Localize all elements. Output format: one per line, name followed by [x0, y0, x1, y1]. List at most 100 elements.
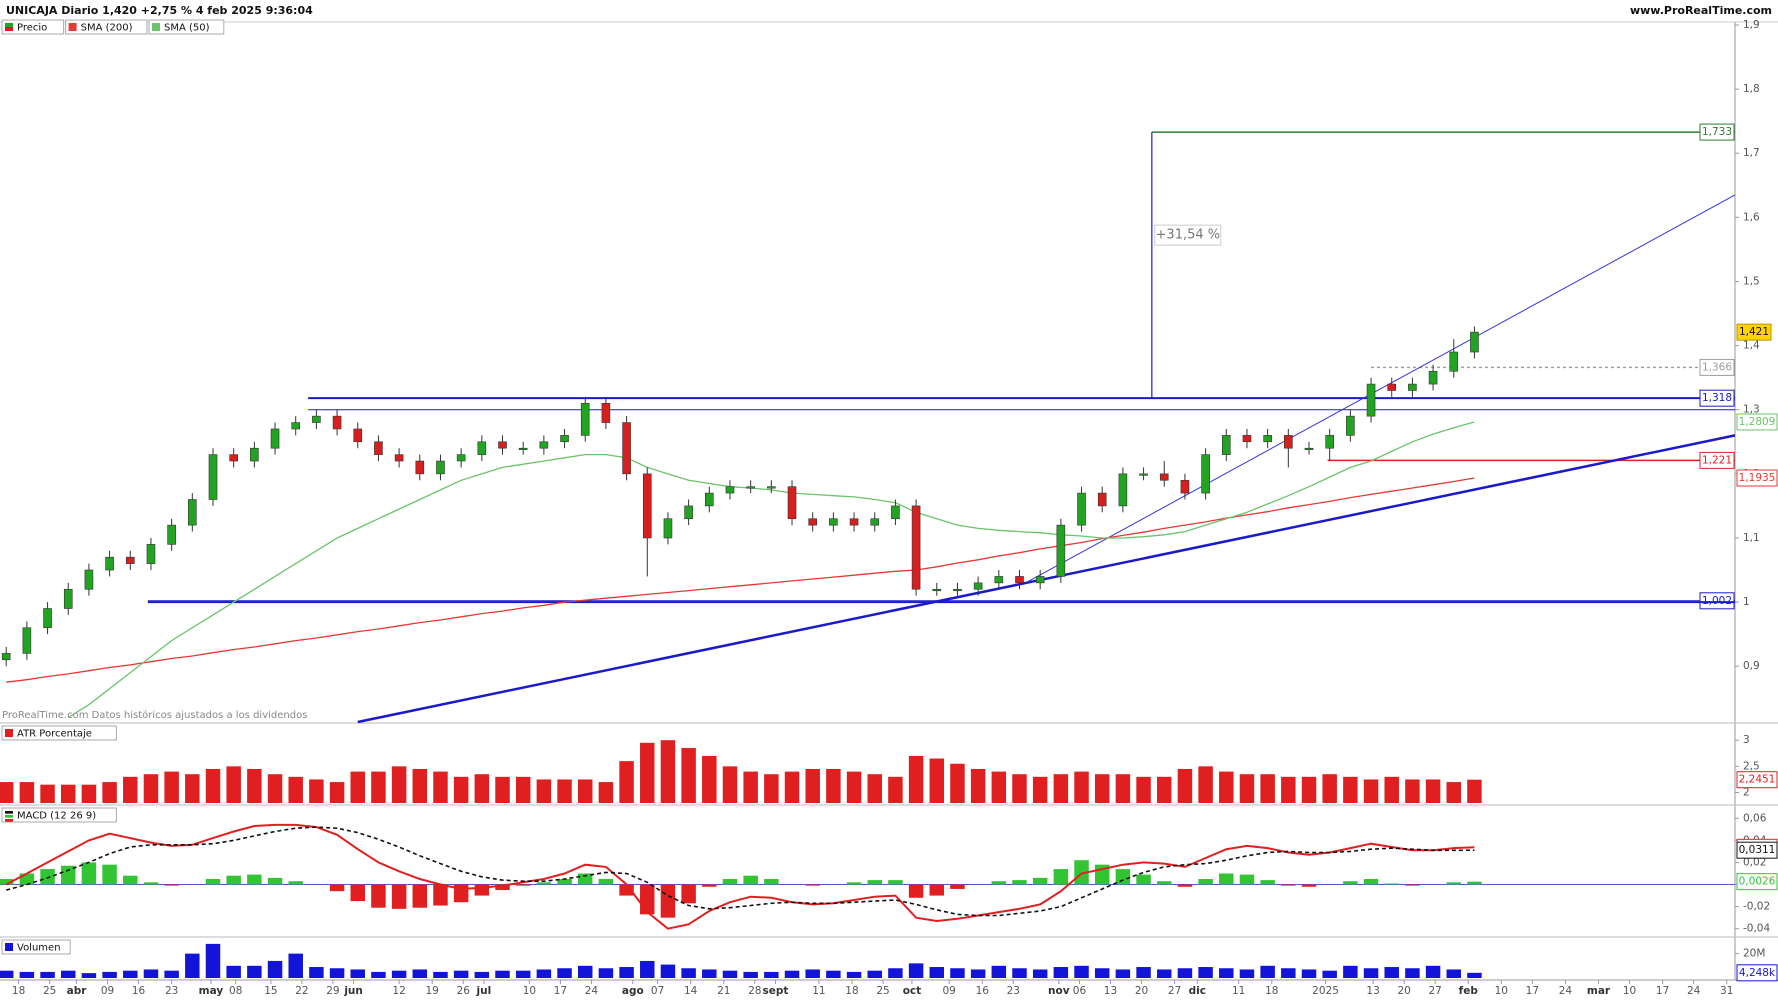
candle-body [1077, 492, 1086, 526]
legend-swatch [5, 943, 13, 951]
bar [205, 768, 221, 803]
x-tick-label: 26 [457, 985, 471, 997]
bar [722, 970, 738, 978]
candle-body [1325, 435, 1334, 449]
bar [1322, 970, 1337, 978]
trendline [357, 434, 1736, 724]
x-tick-label: 17 [1656, 985, 1669, 997]
bar [495, 776, 510, 803]
candle-body [1035, 576, 1045, 584]
histogram-bar [1260, 880, 1275, 885]
histogram-bar [557, 879, 572, 885]
bar [536, 779, 552, 803]
candle-body [601, 403, 611, 423]
bar [1363, 968, 1379, 978]
bar [743, 971, 758, 978]
histogram-bar [1012, 880, 1027, 885]
bar [929, 758, 945, 803]
legend-swatch [5, 815, 13, 818]
bar [164, 771, 179, 803]
bar [805, 969, 820, 978]
bar [681, 748, 696, 803]
bar [577, 965, 593, 978]
level-label-box [1699, 451, 1735, 469]
legend-box [65, 19, 148, 35]
bar [19, 782, 35, 803]
bar [1260, 774, 1275, 803]
candle-body [43, 608, 52, 629]
histogram-bar [1301, 884, 1317, 887]
histogram-bar [433, 884, 448, 906]
x-tick-label: may [199, 985, 224, 997]
bar [1446, 969, 1461, 978]
legend-label: Volumen [17, 943, 61, 954]
histogram-bar [681, 884, 696, 904]
bar [784, 970, 800, 978]
candle-body [353, 428, 363, 443]
histogram-bar [722, 879, 738, 885]
candle-body [1097, 492, 1107, 507]
x-tick-label: 17 [554, 985, 567, 997]
y-tick-label: 1,3 [1743, 404, 1760, 416]
legend-label: ATR Porcentaje [17, 729, 92, 740]
histogram-bar [1384, 883, 1399, 885]
histogram-bar [1405, 884, 1420, 886]
histogram-bar [991, 881, 1007, 885]
bar [102, 782, 117, 803]
bar [19, 971, 35, 978]
candle-body [808, 518, 817, 526]
value-label: 2,2451 [1739, 774, 1776, 786]
bar [371, 771, 386, 803]
bar [1012, 774, 1027, 803]
bar [640, 960, 655, 978]
bar [1343, 776, 1358, 803]
trendline [1025, 194, 1736, 584]
bar [577, 779, 593, 803]
bar [350, 969, 365, 978]
level-label-box [1699, 123, 1735, 141]
x-tick-label: 18 [12, 985, 25, 997]
bar [991, 771, 1007, 803]
x-tick-label: 24 [585, 985, 599, 997]
histogram-bar [267, 877, 283, 885]
histogram-bar [1198, 879, 1213, 885]
bar [433, 771, 448, 803]
bar [1074, 965, 1089, 978]
histogram-bar [1157, 881, 1172, 885]
histogram-bar [888, 880, 903, 885]
price-value-label: 1,421 [1739, 326, 1769, 338]
candle-body [146, 544, 156, 564]
value-label-box [1736, 964, 1778, 982]
bar [515, 776, 531, 803]
bar [557, 779, 572, 803]
legend-swatch [5, 729, 13, 737]
histogram-bar [598, 879, 614, 885]
y-tick-label: 0,9 [1743, 660, 1760, 672]
histogram-bar [1239, 874, 1255, 885]
bar [1177, 768, 1193, 803]
bar [929, 967, 945, 978]
histogram-bar [1219, 873, 1234, 885]
level-label: 1,366 [1702, 361, 1732, 373]
x-tick-label: ago [622, 985, 644, 997]
candle-body [1118, 473, 1128, 507]
bar [888, 968, 903, 978]
y-tick-label: 1,9 [1743, 19, 1760, 31]
x-tick-label: 11 [812, 985, 825, 997]
x-tick-label: 27 [1168, 985, 1181, 997]
histogram-bar [950, 884, 965, 889]
candle-body [1056, 524, 1066, 577]
bar [1157, 776, 1172, 803]
bar [164, 970, 179, 978]
x-tick-label: 24 [1687, 985, 1701, 997]
bar [1012, 968, 1027, 978]
x-tick-label: 23 [1007, 985, 1020, 997]
bar [1405, 779, 1420, 803]
legend-label: Precio [17, 23, 47, 34]
change-label: +31,54 % [1156, 228, 1221, 243]
change-box [1154, 224, 1222, 246]
candle-body [436, 460, 445, 475]
bar [391, 970, 407, 978]
histogram-bar [102, 864, 117, 885]
